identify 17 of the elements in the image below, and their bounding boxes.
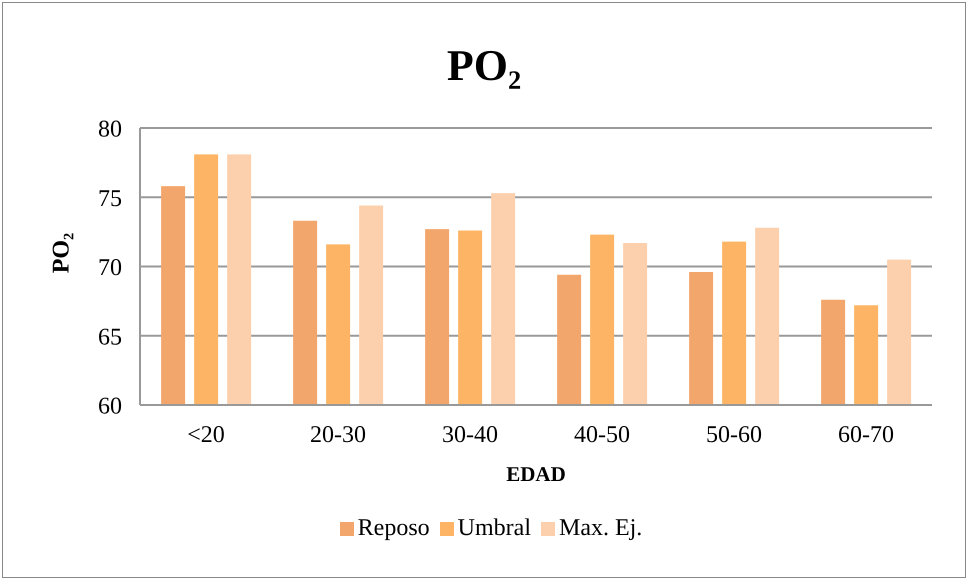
y-axis-title: PO₂ — [48, 232, 76, 274]
legend-label: Umbral — [458, 515, 531, 541]
x-tick-label: 20-30 — [310, 422, 366, 448]
x-axis-title: EDAD — [505, 462, 567, 487]
y-tick-label: 65 — [98, 324, 122, 350]
x-tick-label: 30-40 — [442, 422, 498, 448]
legend-label: Max. Ej. — [558, 515, 642, 541]
legend-label: Reposo — [358, 515, 430, 541]
x-tick-label: 60-70 — [838, 422, 894, 448]
y-tick-label: 80 — [98, 116, 122, 143]
x-tick-label: <20 — [187, 422, 225, 448]
y-tick-label: 60 — [98, 394, 122, 420]
chart-title: PO₂ — [446, 40, 522, 91]
y-tick-label: 70 — [98, 255, 122, 282]
x-tick-label: 40-50 — [574, 422, 630, 448]
y-tick-label: 75 — [98, 186, 122, 212]
x-tick-label: 50-60 — [706, 422, 762, 448]
